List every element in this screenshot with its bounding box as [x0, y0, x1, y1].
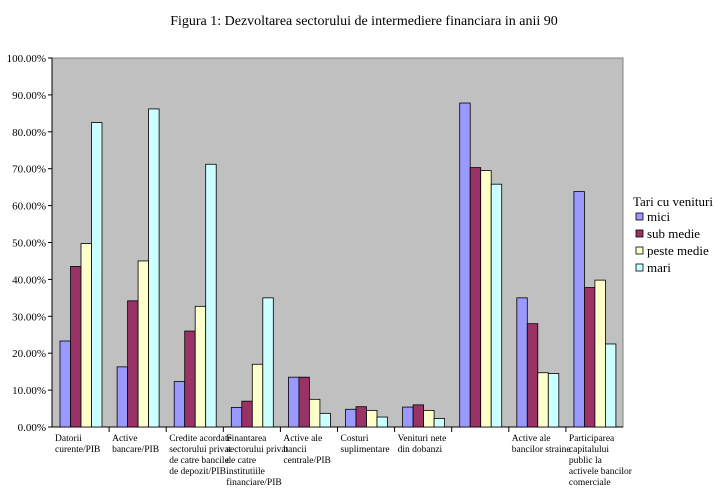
- legend-title: Tari cu venituri: [633, 194, 713, 209]
- bar-peste-medie: [480, 170, 492, 428]
- bar-mari: [547, 373, 560, 428]
- bar-mici: [287, 376, 300, 428]
- x-tick-label: Participarea: [569, 434, 615, 444]
- bar-mici: [516, 297, 528, 428]
- x-tick-label: suplimentare: [341, 445, 390, 455]
- legend-swatch: [635, 229, 644, 238]
- x-tick-label: Venituri nete: [398, 434, 447, 444]
- bar-mari: [148, 108, 160, 428]
- bar-peste-medie: [194, 305, 207, 428]
- bar-mici: [116, 366, 128, 428]
- x-tick-label: public la: [569, 456, 603, 466]
- x-tick-label: Datorii: [55, 434, 82, 444]
- bar-mari: [490, 183, 503, 428]
- x-tick-label: bancare/PIB: [112, 445, 159, 455]
- bar-mici: [230, 407, 243, 428]
- y-tick-label: 0.00%: [18, 422, 46, 434]
- chart-title: Figura 1: Dezvoltarea sectorului de inte…: [170, 14, 558, 29]
- bar-peste-medie: [137, 260, 150, 428]
- bar-mari: [205, 163, 217, 428]
- bars: [59, 102, 617, 432]
- y-tick-label: 80.00%: [12, 127, 46, 139]
- legend-label: mici: [647, 209, 670, 224]
- bar-mici: [345, 408, 357, 428]
- legend-swatch: [635, 246, 644, 255]
- bar-mici: [573, 191, 585, 428]
- bar-mici: [459, 102, 471, 428]
- y-tick-label: 70.00%: [12, 164, 46, 176]
- x-tick-label: Active ale: [283, 434, 322, 444]
- x-tick-label: bancilor straine: [512, 445, 571, 455]
- x-tick-label: bancii: [283, 445, 307, 455]
- x-tick-label: de depozit/PIB: [169, 467, 226, 477]
- bar-peste-medie: [594, 279, 606, 428]
- bar-sub-medie: [241, 400, 253, 428]
- bar-sub-medie: [298, 376, 310, 428]
- bar-mari: [319, 412, 331, 428]
- x-tick-label: sectorului privat: [226, 445, 288, 455]
- legend-label: mari: [647, 260, 671, 275]
- x-tick-label: comerciale: [569, 478, 611, 488]
- x-tick-label: Active ale: [512, 434, 551, 444]
- x-tick-label: curente/PIB: [55, 445, 100, 455]
- x-tick-label: institutiile: [226, 467, 265, 477]
- y-tick-label: 20.00%: [12, 348, 46, 360]
- bar-peste-medie: [251, 363, 264, 428]
- y-tick-label: 90.00%: [12, 90, 46, 102]
- bar-sub-medie: [70, 266, 82, 428]
- bar-sub-medie: [184, 330, 196, 428]
- legend-swatch: [635, 263, 644, 272]
- bar-mari: [433, 418, 446, 428]
- y-tick-label: 30.00%: [12, 311, 46, 323]
- bar-mici: [402, 406, 414, 428]
- x-tick-label: din dobanzi: [398, 445, 443, 455]
- bar-peste-medie: [537, 372, 549, 428]
- x-tick-label: Finantarea: [226, 434, 267, 444]
- bar-peste-medie: [80, 243, 92, 428]
- x-tick-label: Active: [112, 434, 137, 444]
- bar-sub-medie: [412, 404, 425, 428]
- bar-mici: [59, 340, 71, 428]
- bar-sub-medie: [355, 406, 367, 428]
- legend-label: sub medie: [647, 226, 700, 241]
- bar-mici: [173, 381, 186, 428]
- y-tick-label: 60.00%: [12, 201, 46, 213]
- bar-sub-medie: [584, 287, 596, 428]
- bar-mari: [605, 343, 617, 428]
- x-tick-label: capitalului: [569, 445, 609, 455]
- y-tick-label: 10.00%: [12, 385, 46, 397]
- bar-sub-medie: [127, 300, 139, 428]
- x-tick-label: Credite acordate: [169, 434, 232, 444]
- y-axis: 0.00% 10.00% 20.00% 30.00% 40.00% 50.00% 60.00…: [7, 53, 623, 434]
- legend: Tari cu venituri mici sub medie peste medi…: [633, 194, 713, 275]
- bar-peste-medie: [423, 409, 435, 428]
- bar-peste-medie: [308, 398, 321, 428]
- bar-mari: [376, 416, 388, 428]
- legend-label: peste medie: [647, 243, 709, 258]
- x-tick-label: sectorului privat: [169, 445, 231, 455]
- x-tick-label: centrale/PIB: [283, 456, 330, 466]
- bar-mari: [262, 297, 274, 428]
- legend-swatch: [635, 212, 644, 221]
- x-tick-label: de catre bancile: [169, 456, 229, 466]
- bar-sub-medie: [469, 167, 482, 428]
- bar-mari: [91, 122, 103, 428]
- bar-sub-medie: [526, 323, 539, 428]
- y-tick-label: 50.00%: [12, 238, 46, 250]
- x-tick-label: activele bancilor: [569, 467, 633, 477]
- bar-peste-medie: [366, 409, 378, 428]
- y-tick-label: 40.00%: [12, 274, 46, 286]
- y-tick-label: 100.00%: [7, 53, 46, 65]
- x-tick-label: financiare/PIB: [226, 477, 281, 488]
- x-tick-label: Costuri: [341, 434, 369, 444]
- x-tick-label: de catre: [226, 456, 256, 466]
